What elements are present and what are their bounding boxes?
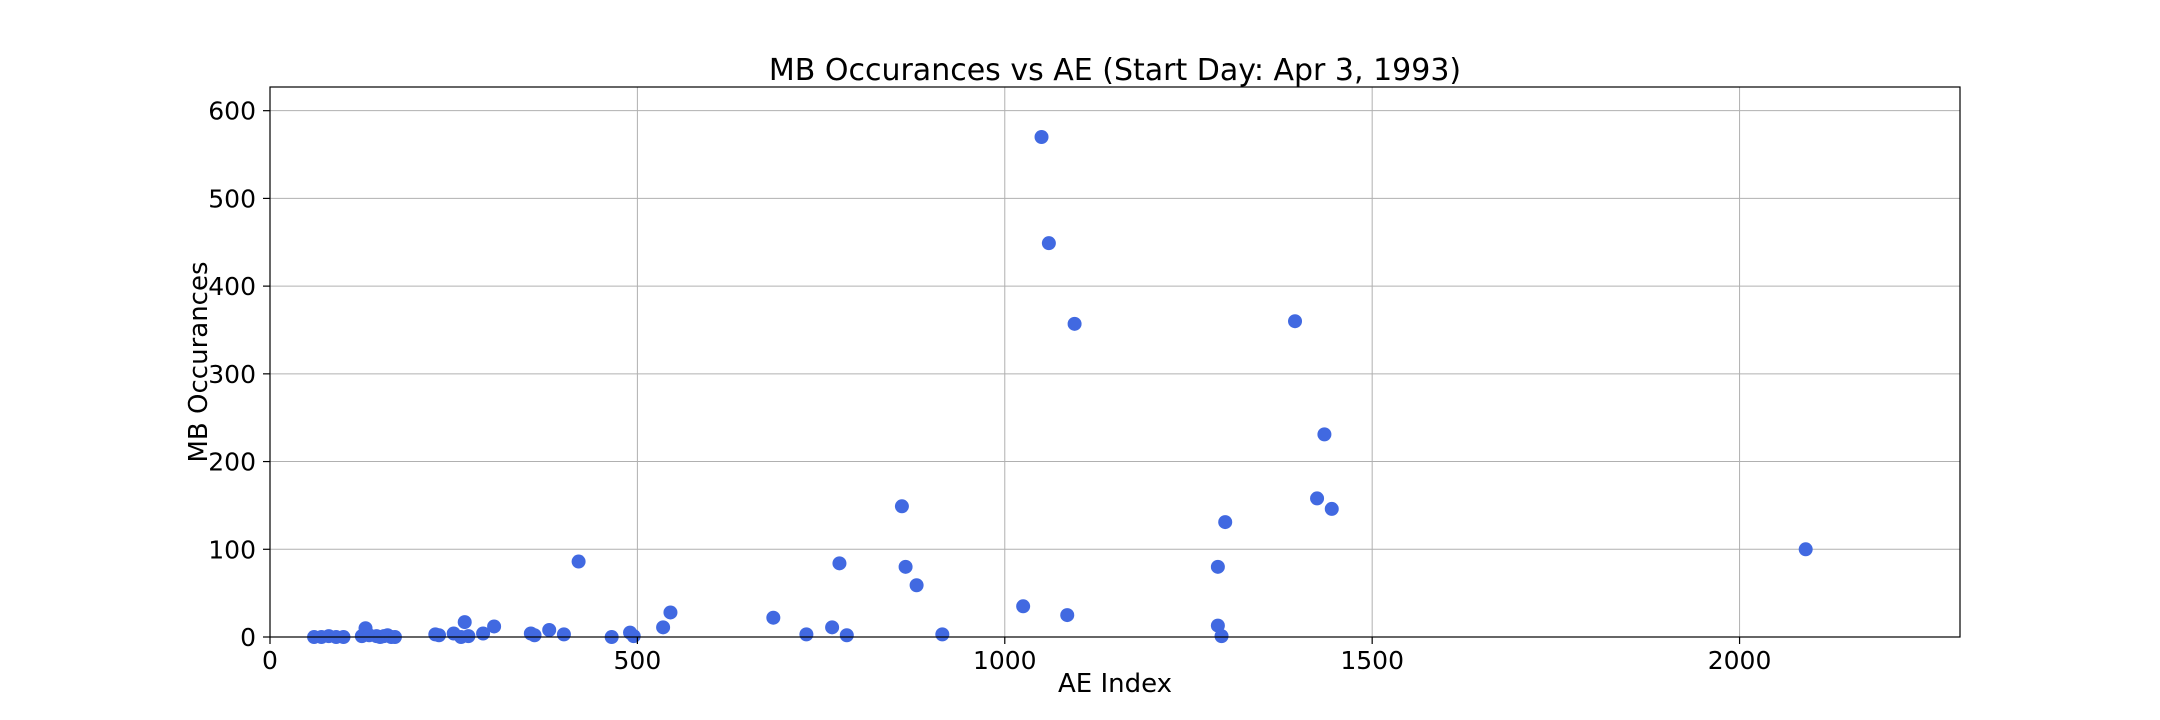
x-tick-label: 0 [262, 646, 278, 675]
data-point [626, 629, 641, 644]
plot-frame [269, 86, 1961, 638]
data-point [663, 605, 678, 620]
data-point [1034, 130, 1049, 144]
data-point [571, 554, 586, 569]
data-point [1016, 599, 1031, 614]
y-axis-label: MB Occurances [184, 261, 214, 462]
x-tick-label: 500 [614, 646, 662, 675]
y-tick-label: 500 [208, 184, 256, 213]
grid-layer [269, 87, 1960, 638]
data-point [556, 627, 571, 642]
data-point [909, 578, 924, 593]
data-point [1288, 314, 1303, 329]
data-point [894, 499, 909, 514]
data-point [656, 620, 671, 635]
data-point [1067, 316, 1082, 331]
chart-title: MB Occurances vs AE (Start Day: Apr 3, 1… [769, 53, 1461, 88]
data-point [1060, 608, 1075, 623]
data-point [1210, 559, 1225, 574]
data-point [898, 559, 913, 574]
data-point [1214, 629, 1229, 644]
y-tick-label: 0 [240, 623, 256, 652]
data-point [1324, 501, 1339, 516]
data-point [1798, 542, 1813, 557]
data-point [1041, 236, 1056, 251]
data-point [839, 628, 854, 643]
data-point [461, 629, 476, 644]
x-tick-label: 1500 [1340, 646, 1404, 675]
data-point [799, 627, 814, 642]
y-tick-label: 300 [208, 360, 256, 389]
data-point [457, 615, 472, 630]
data-point [1210, 618, 1225, 633]
axis-ticks: 0 500 1000 1500 2000 0 100 200 300 400 500 600 [208, 97, 1771, 675]
data-point [825, 620, 840, 635]
x-tick-label: 1000 [973, 646, 1037, 675]
data-point [432, 628, 446, 643]
data-point [1310, 491, 1325, 506]
y-tick-label: 100 [208, 535, 256, 564]
data-point [487, 619, 502, 634]
data-point [1218, 515, 1233, 530]
data-point [832, 556, 847, 571]
y-tick-label: 600 [208, 97, 256, 126]
data-point [766, 610, 781, 625]
y-tick-label: 200 [208, 448, 256, 477]
data-point [527, 628, 542, 643]
data-point [935, 627, 950, 642]
x-axis-label: AE Index [1058, 669, 1172, 699]
x-tick-label: 2000 [1708, 646, 1772, 675]
data-point [1317, 427, 1332, 442]
y-tick-label: 400 [208, 272, 256, 301]
data-points [307, 130, 1813, 644]
data-point [542, 622, 557, 637]
